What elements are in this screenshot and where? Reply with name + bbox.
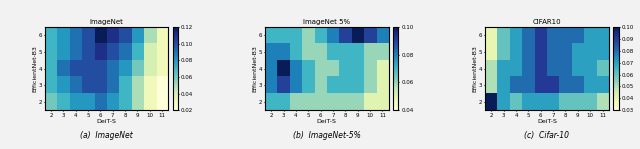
Text: (b)  ImageNet-5%: (b) ImageNet-5% [293, 131, 361, 140]
Text: (c)  Cifar-10: (c) Cifar-10 [524, 131, 570, 140]
Title: ImageNet: ImageNet [90, 19, 124, 25]
X-axis label: DeiT-S: DeiT-S [537, 119, 557, 124]
Title: CIFAR10: CIFAR10 [532, 19, 561, 25]
X-axis label: DeiT-S: DeiT-S [317, 119, 337, 124]
Y-axis label: EfficientNet-B3: EfficientNet-B3 [32, 45, 37, 92]
Title: ImageNet 5%: ImageNet 5% [303, 19, 350, 25]
Y-axis label: EfficientNet-B3: EfficientNet-B3 [472, 45, 477, 92]
X-axis label: DeiT-S: DeiT-S [97, 119, 116, 124]
Y-axis label: EfficientNet-B3: EfficientNet-B3 [252, 45, 257, 92]
Text: (a)  ImageNet: (a) ImageNet [80, 131, 133, 140]
